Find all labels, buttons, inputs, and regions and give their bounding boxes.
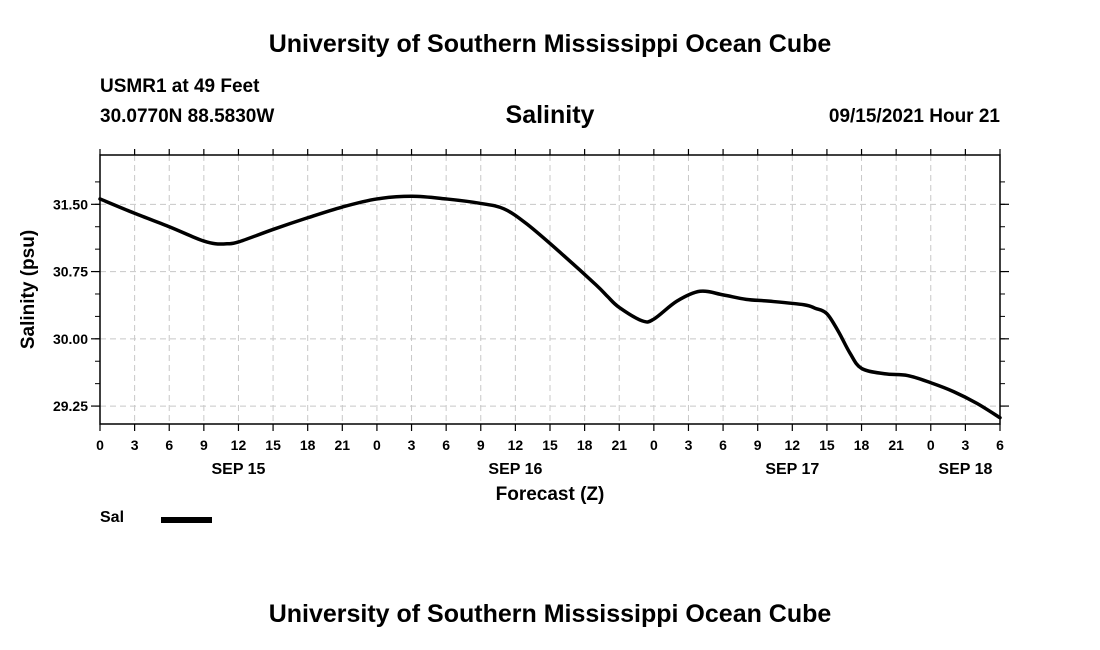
x-tick-label: 3 xyxy=(961,437,969,453)
y-tick-label: 31.50 xyxy=(53,196,88,212)
x-tick-label: 15 xyxy=(542,437,558,453)
footer-title: University of Southern Mississippi Ocean… xyxy=(268,600,832,628)
date-label: SEP 17 xyxy=(765,461,819,478)
x-tick-label: 6 xyxy=(442,437,450,453)
series-layer xyxy=(98,194,1002,420)
x-tick-label: 12 xyxy=(785,437,801,453)
y-axis-title: Salinity (psu) xyxy=(18,230,39,349)
x-axis-title: Forecast (Z) xyxy=(496,484,605,505)
x-tick-label: 21 xyxy=(611,437,627,453)
x-tick-label: 12 xyxy=(231,437,247,453)
y-tick-label: 30.00 xyxy=(53,331,88,347)
x-tick-label: 3 xyxy=(131,437,139,453)
axis-ticks xyxy=(91,149,1009,431)
x-tick-label: 0 xyxy=(373,437,381,453)
y-tick-label: 30.75 xyxy=(53,264,88,280)
x-tick-label: 18 xyxy=(300,437,316,453)
date-label: SEP 16 xyxy=(488,461,542,478)
x-tick-label: 0 xyxy=(650,437,658,453)
forecast-datetime: 09/15/2021 Hour 21 xyxy=(828,106,1000,127)
legend-line-swatch xyxy=(161,517,212,523)
x-tick-label: 21 xyxy=(888,437,904,453)
x-tick-label: 9 xyxy=(200,437,208,453)
axis-labels: 0 3 6 9 12 15 18 21 0 3 6 9 12 15 18 21 0 3 6 9 12 15 18 21 0 3 6 2… xyxy=(18,196,1004,505)
legend-label: Sal xyxy=(100,509,125,526)
x-tick-label: 6 xyxy=(996,437,1004,453)
x-tick-label: 6 xyxy=(165,437,173,453)
station-coordinates: 30.0770N 88.5830W xyxy=(100,106,275,127)
x-tick-label: 0 xyxy=(927,437,935,453)
x-tick-label: 6 xyxy=(719,437,727,453)
grid-lines xyxy=(100,155,1000,424)
x-tick-label: 18 xyxy=(854,437,870,453)
series-line-sal xyxy=(98,194,1002,420)
date-label: SEP 15 xyxy=(211,461,265,478)
station-label: USMR1 at 49 Feet xyxy=(100,76,260,97)
x-tick-label: 9 xyxy=(477,437,485,453)
x-tick-label: 18 xyxy=(577,437,593,453)
y-tick-label: 29.25 xyxy=(53,398,88,414)
date-label: SEP 18 xyxy=(938,461,992,478)
chart-title: Salinity xyxy=(505,101,595,129)
x-tick-label: 9 xyxy=(754,437,762,453)
x-tick-label: 12 xyxy=(508,437,524,453)
x-tick-label: 21 xyxy=(335,437,351,453)
main-title: University of Southern Mississippi Ocean… xyxy=(268,30,832,58)
x-tick-label: 3 xyxy=(685,437,693,453)
x-tick-label: 0 xyxy=(96,437,104,453)
x-tick-label: 3 xyxy=(408,437,416,453)
x-tick-label: 15 xyxy=(819,437,835,453)
x-tick-label: 15 xyxy=(265,437,281,453)
